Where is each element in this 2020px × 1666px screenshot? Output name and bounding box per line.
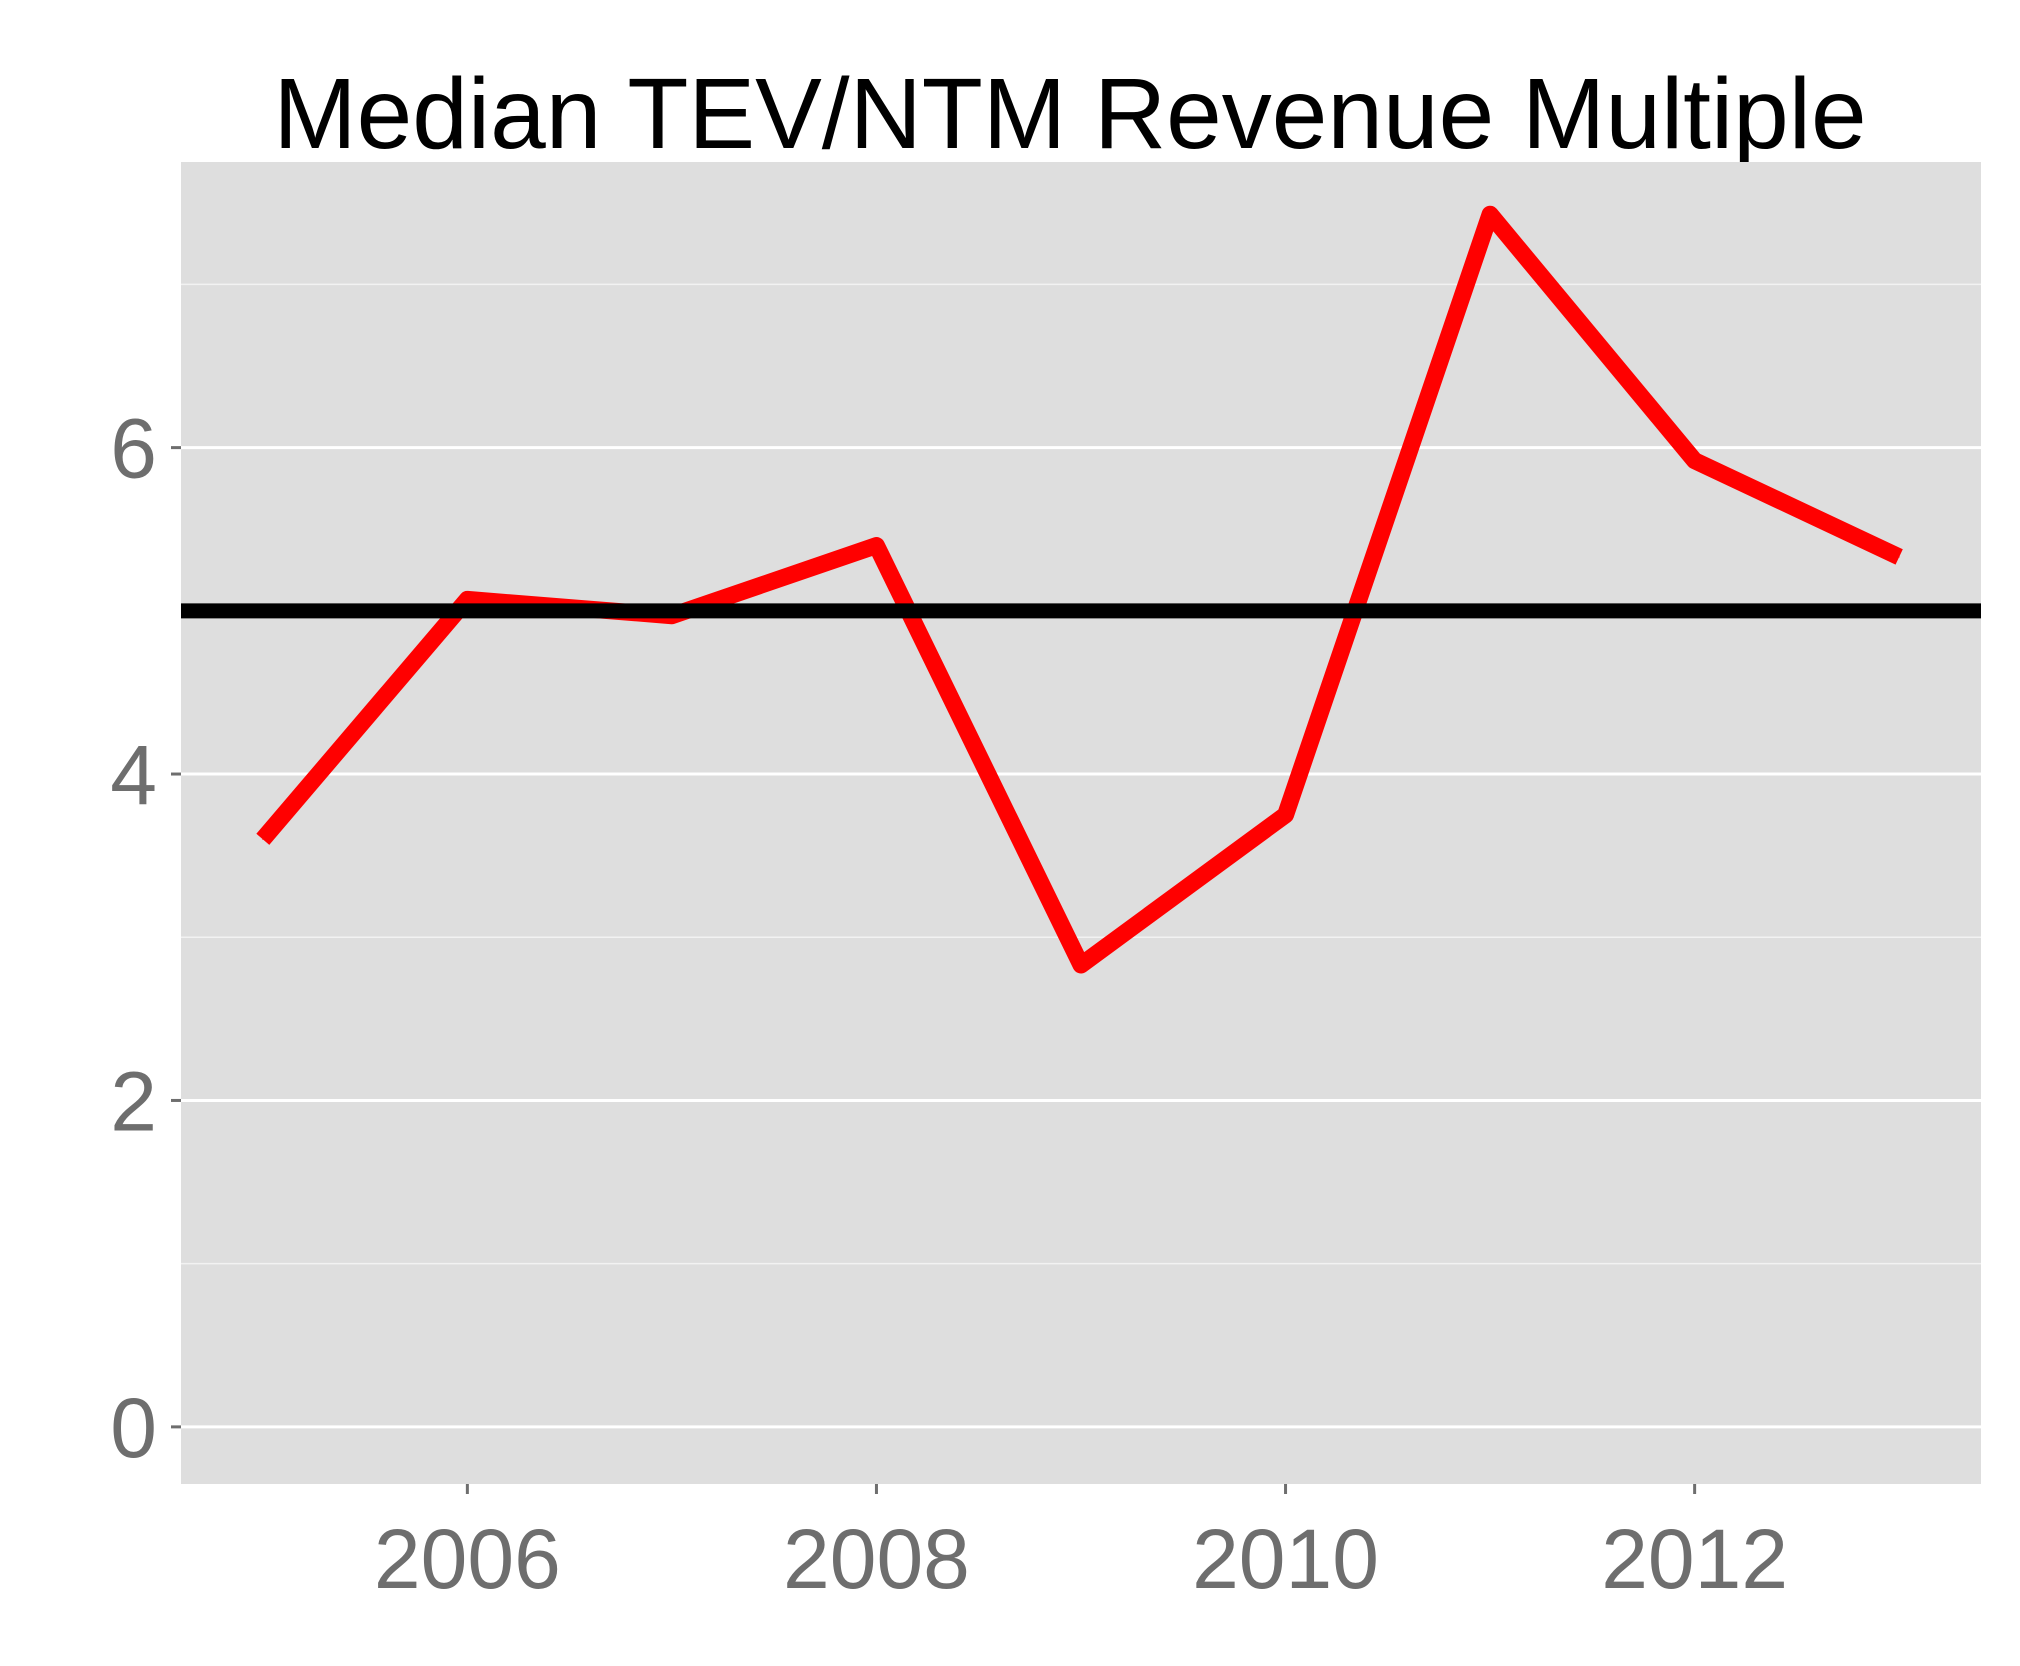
data-point-2005 (262, 838, 264, 840)
chart-title: Median TEV/NTM Revenue Multiple (273, 58, 1866, 170)
data-point-2013 (1898, 556, 1900, 558)
data-point-2011 (1489, 213, 1491, 215)
x-tick-label-2008: 2008 (783, 1512, 970, 1606)
y-axis: 0 2 4 6 (110, 402, 181, 1475)
x-tick-label-2010: 2010 (1192, 1512, 1379, 1606)
x-tick-label-2006: 2006 (374, 1512, 561, 1606)
data-point-2008 (875, 545, 877, 547)
plot-panel (181, 162, 1981, 1484)
data-point-2006 (466, 598, 468, 600)
data-point-2012 (1694, 460, 1696, 462)
y-tick-label-0: 0 (110, 1381, 157, 1475)
y-tick-label-6: 6 (110, 402, 157, 496)
x-axis: 2006 2008 2010 2012 (374, 1484, 1788, 1606)
data-point-2010 (1285, 814, 1287, 816)
x-tick-label-2012: 2012 (1601, 1512, 1788, 1606)
y-tick-label-4: 4 (110, 728, 157, 822)
y-tick-label-2: 2 (110, 1054, 157, 1148)
data-point-2009 (1080, 964, 1082, 966)
